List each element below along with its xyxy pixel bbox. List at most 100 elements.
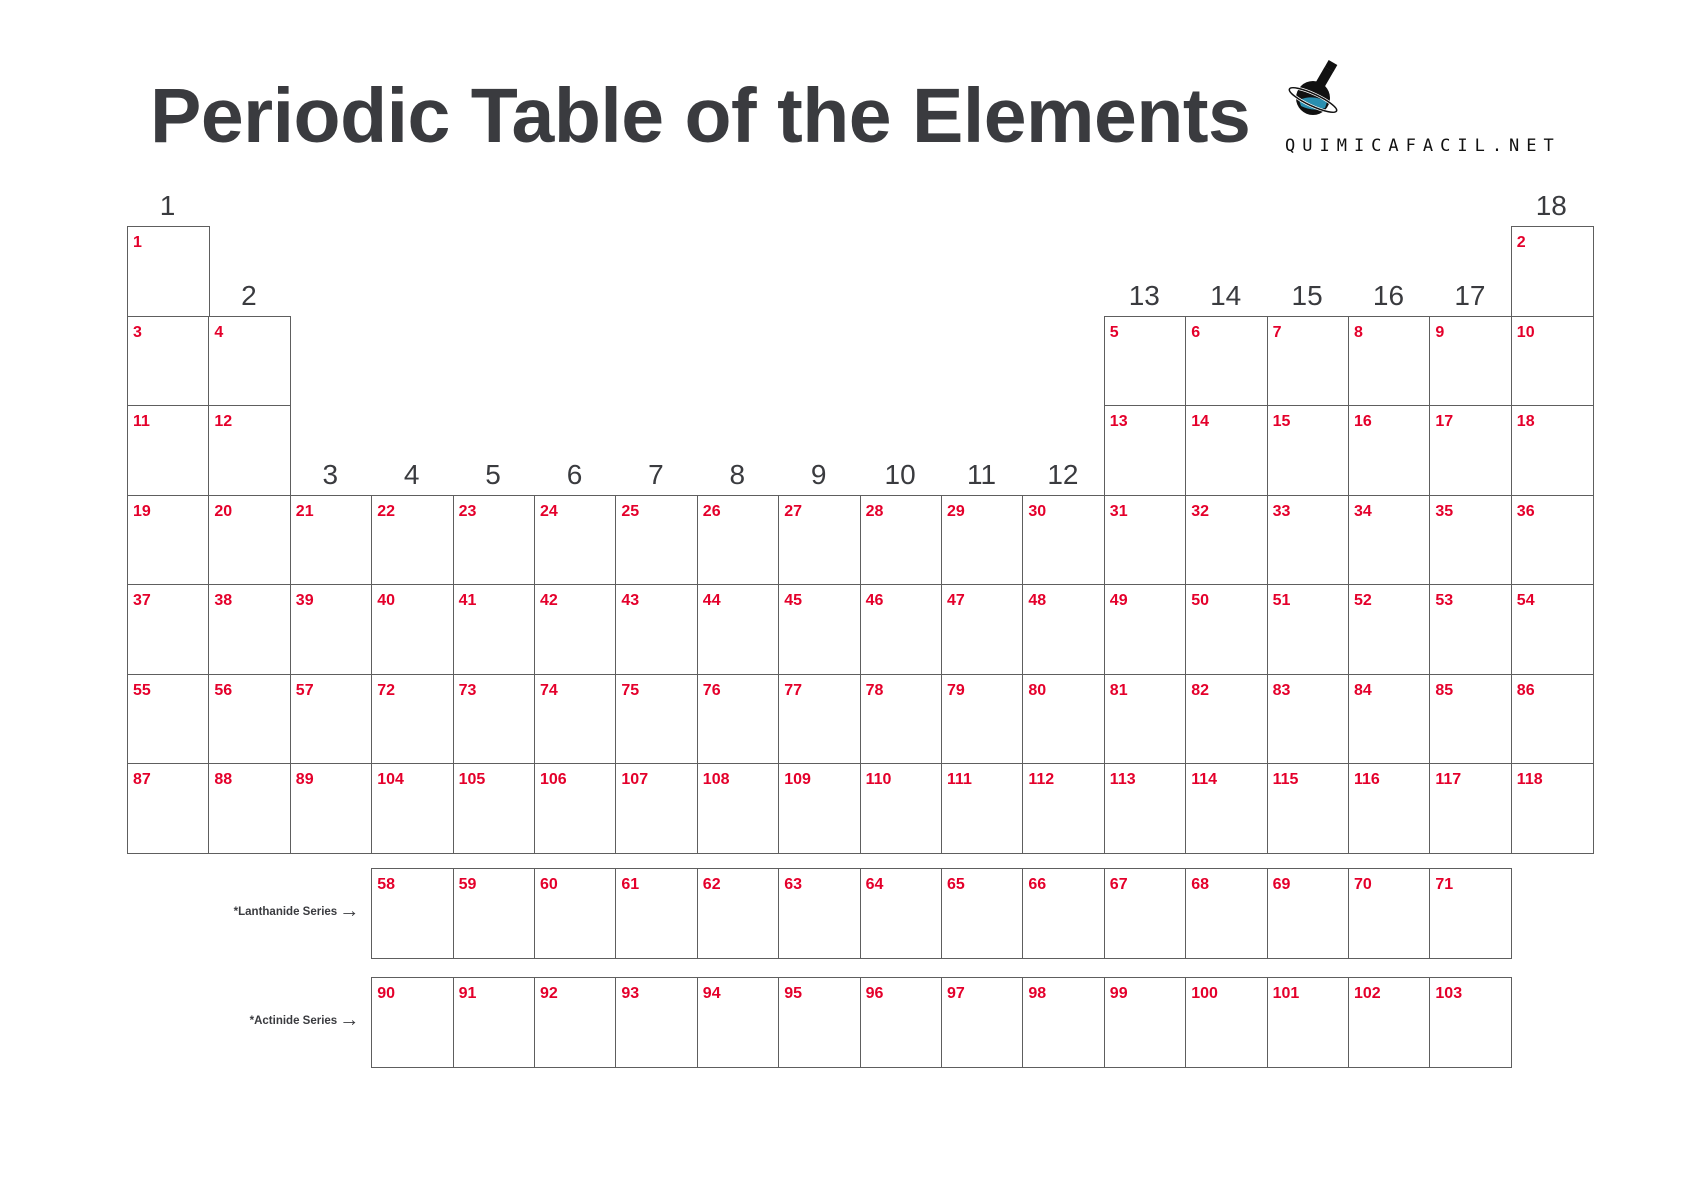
element-cell: 105	[452, 763, 536, 854]
atomic-number: 92	[540, 985, 558, 1002]
atomic-number: 57	[295, 681, 314, 699]
element-cell: 81	[1103, 673, 1187, 765]
atomic-number: 1	[133, 234, 142, 251]
atomic-number: 70	[1354, 876, 1372, 893]
atomic-number: 8	[1354, 323, 1363, 341]
atomic-number: 2	[1516, 234, 1526, 251]
atomic-number: 21	[295, 502, 314, 520]
atomic-number: 93	[621, 985, 640, 1002]
element-cell: 66	[1022, 868, 1106, 959]
atomic-number: 5	[1109, 323, 1119, 341]
arrow-right-icon: →	[339, 1009, 360, 1031]
atomic-number: 18	[1516, 413, 1535, 430]
element-cell: 5	[1103, 315, 1187, 407]
atomic-number: 17	[1435, 413, 1454, 430]
group-label: 3	[322, 458, 339, 490]
atomic-number: 100	[1191, 985, 1218, 1002]
element-cell: 72	[371, 673, 455, 765]
group-label: 4	[403, 458, 420, 490]
element-cell: 95	[778, 977, 862, 1068]
element-cell: 8	[1348, 315, 1431, 407]
element-cell: 65	[941, 868, 1024, 959]
group-label: 18	[1535, 190, 1567, 221]
element-cell: 14	[1185, 405, 1269, 496]
atomic-number: 84	[1354, 681, 1372, 699]
element-cell: 118	[1510, 763, 1594, 854]
atomic-number: 114	[1191, 771, 1217, 788]
element-cell: 33	[1266, 494, 1350, 586]
element-cell: 110	[859, 763, 943, 854]
flask-planet-icon	[1287, 60, 1339, 115]
atomic-number: 39	[295, 592, 314, 609]
atomic-number: 15	[1272, 413, 1291, 430]
element-cell: 99	[1103, 977, 1187, 1068]
atomic-number: 86	[1516, 681, 1535, 699]
atomic-number: 42	[540, 592, 558, 609]
atomic-number: 77	[784, 681, 802, 699]
atomic-number: 63	[784, 876, 802, 893]
element-cell: 3	[127, 315, 210, 407]
atomic-number: 25	[621, 502, 640, 520]
atomic-number: 49	[1109, 592, 1128, 609]
element-cell: 18	[1510, 405, 1594, 496]
element-cell: 103	[1429, 977, 1513, 1068]
element-cell: 78	[859, 673, 943, 765]
atomic-number: 29	[947, 502, 965, 520]
element-cell: 19	[127, 494, 210, 586]
series-label-text: *Actinide Series	[249, 1015, 338, 1027]
element-cell: 49	[1103, 584, 1187, 675]
atomic-number: 54	[1516, 592, 1535, 609]
group-label: 11	[966, 458, 997, 490]
element-cell: 40	[371, 584, 455, 675]
element-cell: 96	[859, 977, 943, 1068]
element-cell: 106	[534, 763, 617, 854]
element-cell: 9	[1429, 315, 1513, 407]
element-cell: 71	[1429, 868, 1513, 959]
atomic-number: 40	[377, 592, 395, 609]
element-cell: 58	[371, 868, 455, 959]
element-cell: 37	[127, 584, 210, 675]
element-cell: 98	[1022, 977, 1106, 1068]
atomic-number: 48	[1028, 592, 1047, 609]
element-cell: 62	[696, 868, 780, 959]
group-label: 7	[648, 458, 664, 490]
group-label: 10	[884, 458, 916, 490]
group-label: 14	[1210, 279, 1242, 311]
group-label: 5	[485, 458, 501, 490]
atomic-number: 58	[377, 876, 395, 893]
atomic-number: 80	[1028, 681, 1047, 699]
element-cell: 36	[1510, 494, 1594, 586]
atomic-number: 44	[702, 592, 721, 609]
element-cell: 112	[1022, 763, 1106, 854]
atomic-number: 102	[1354, 985, 1381, 1002]
element-cell: 73	[452, 673, 536, 765]
element-cell: 12	[208, 405, 292, 496]
atomic-number: 81	[1109, 681, 1128, 699]
atomic-number: 19	[133, 502, 151, 520]
atomic-number: 20	[214, 502, 233, 520]
element-cell: 1	[127, 226, 210, 317]
element-cell: 88	[208, 763, 292, 854]
element-cell: 55	[127, 673, 210, 765]
element-cell: 114	[1185, 763, 1269, 854]
atomic-number: 45	[784, 592, 802, 609]
element-cell: 100	[1185, 977, 1269, 1068]
element-cell: 79	[941, 673, 1024, 765]
element-cell: 70	[1348, 868, 1431, 959]
element-cell: 80	[1022, 673, 1106, 765]
element-cell: 93	[615, 977, 699, 1068]
element-cell: 52	[1348, 584, 1431, 675]
arrow-right-icon: →	[339, 900, 360, 922]
atomic-number: 16	[1354, 413, 1372, 430]
element-cell: 87	[127, 763, 210, 854]
element-cell: 46	[859, 584, 943, 675]
atomic-number: 115	[1272, 771, 1299, 788]
element-cell: 30	[1022, 494, 1106, 586]
atomic-number: 34	[1354, 502, 1372, 520]
group-label: 9	[810, 458, 827, 490]
element-cell: 113	[1103, 763, 1187, 854]
atomic-number: 74	[540, 681, 558, 699]
atomic-number: 73	[458, 681, 477, 699]
atomic-number: 90	[377, 985, 395, 1002]
atomic-number: 28	[865, 502, 884, 520]
